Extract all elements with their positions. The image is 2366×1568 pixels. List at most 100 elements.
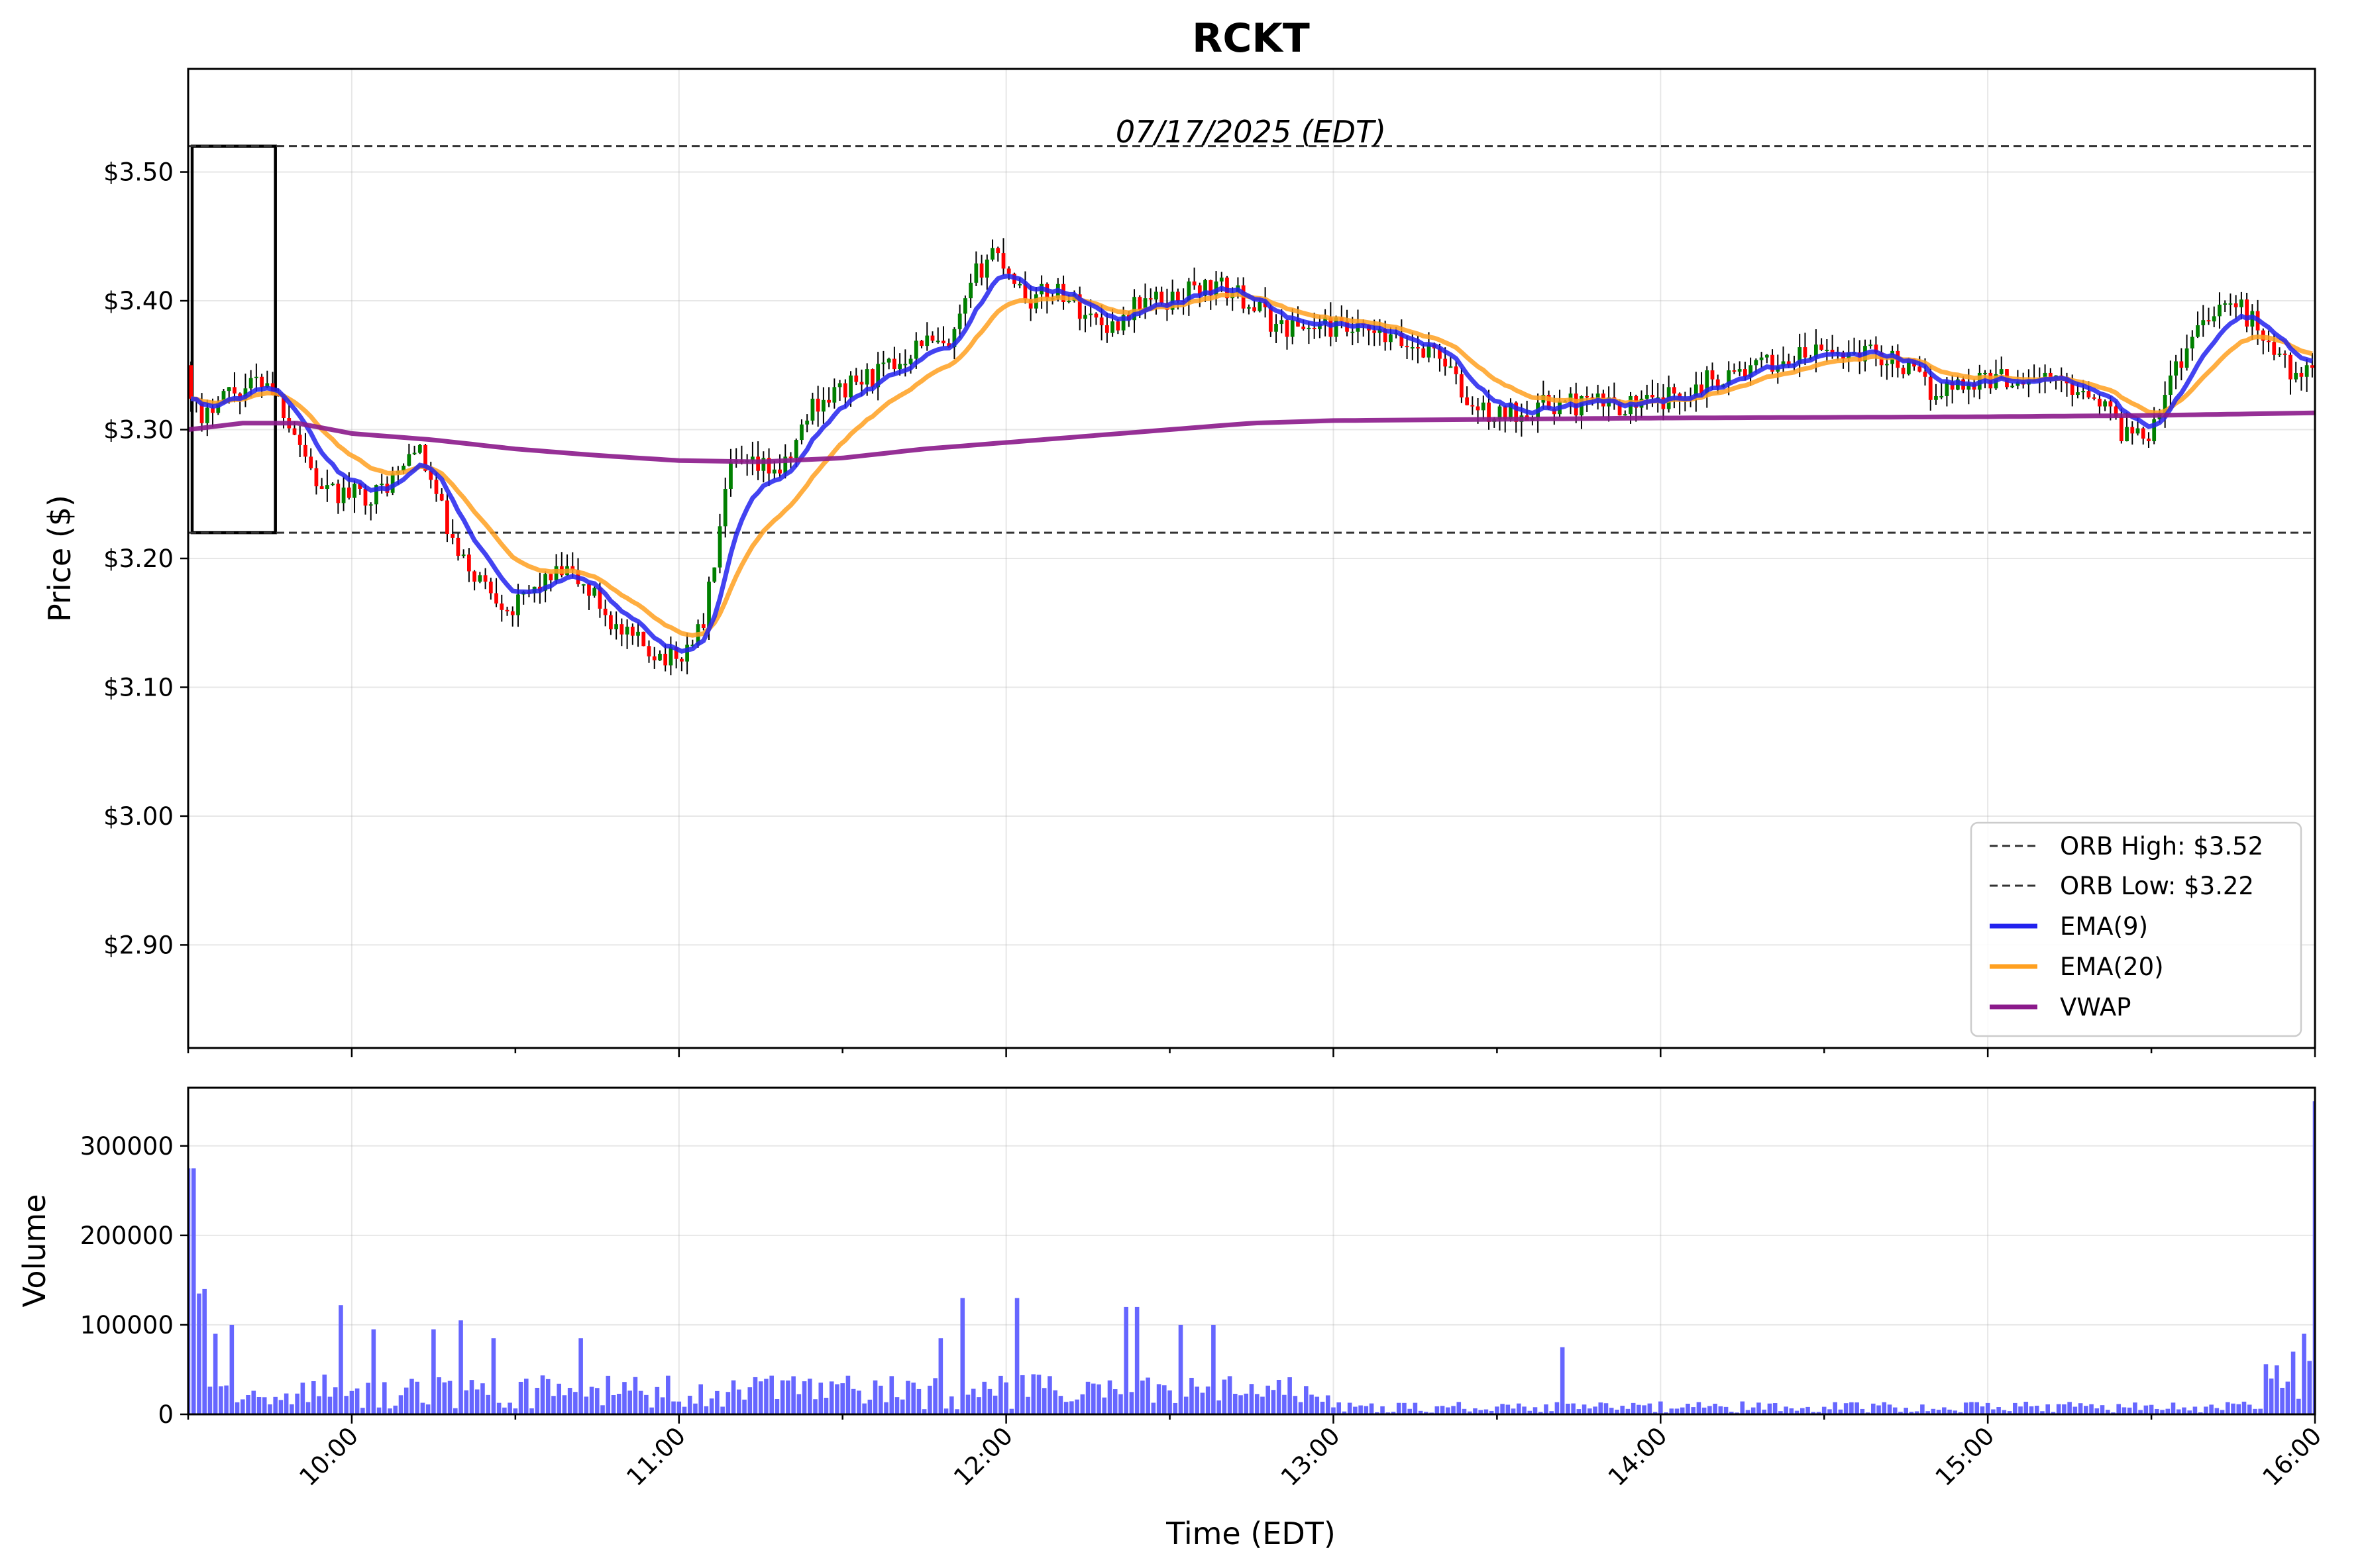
candle-body (1410, 347, 1415, 349)
volume-bar (540, 1375, 545, 1414)
volume-bar (1124, 1306, 1128, 1414)
candle-body (1274, 324, 1278, 332)
volume-ytick-label: 100000 (80, 1311, 174, 1339)
volume-bar (928, 1385, 932, 1414)
price-x-ticks (187, 1048, 2316, 1057)
volume-bar (2192, 1406, 2198, 1414)
volume-bar (2204, 1406, 2208, 1414)
candle-body (1470, 405, 1475, 407)
candles (189, 238, 2314, 676)
volume-bar (1674, 1408, 1680, 1414)
volume-bar (998, 1375, 1003, 1414)
candle-body (2245, 299, 2249, 327)
candle-body (871, 369, 875, 388)
candle-body (2081, 391, 2086, 393)
volume-bar (1020, 1375, 1025, 1414)
volume-bar (1582, 1404, 1587, 1414)
candle-body (1928, 376, 1933, 400)
candle-body (292, 428, 297, 435)
volume-bar (1402, 1402, 1407, 1414)
candle-body (543, 574, 547, 591)
candle-body (1595, 393, 1600, 399)
candle-body (1307, 327, 1311, 329)
candle-body (260, 376, 264, 388)
volume-bar (339, 1305, 343, 1414)
volume-bar (327, 1396, 333, 1414)
candle-body (718, 526, 722, 568)
candle-body (1448, 366, 1453, 368)
volume-bar (987, 1388, 993, 1414)
candle-body (1350, 331, 1355, 333)
candle-body (908, 358, 913, 364)
volume-bar (1566, 1403, 1570, 1414)
candle-body (936, 340, 940, 342)
candle-body (581, 584, 586, 586)
volume-bar (486, 1394, 490, 1414)
candle-body (1187, 281, 1191, 302)
volume-bar (1718, 1406, 1723, 1414)
volume-bar (1691, 1407, 1695, 1414)
volume-bar (1265, 1385, 1270, 1414)
volume-bar (1478, 1410, 1483, 1414)
volume-bar (1696, 1402, 1701, 1414)
volume-bar (993, 1395, 998, 1414)
candle-body (1983, 372, 1987, 374)
candle-body (1939, 395, 1944, 397)
candle-body (685, 645, 689, 662)
candle-body (783, 456, 788, 474)
xlabel: Time (EDT) (1165, 1516, 1336, 1551)
volume-bar (687, 1395, 692, 1414)
volume-bar (2116, 1404, 2121, 1414)
candle-body (2201, 320, 2206, 326)
candle-body (1006, 268, 1011, 274)
volume-bar (1183, 1396, 1189, 1414)
volume-bar (1963, 1402, 1968, 1414)
volume-bar (2307, 1361, 2312, 1414)
volume-x-ticks: 10:00 11:00 12:00 13:00 14:00 15:00 16:00 (187, 1414, 2327, 1492)
candle-body (494, 593, 498, 604)
candle-body (1377, 329, 1382, 333)
volume-bar (1729, 1412, 1734, 1414)
volume-bar (851, 1388, 856, 1414)
volume-bar (791, 1376, 796, 1414)
candle-body (663, 653, 668, 666)
volume-bar (698, 1384, 703, 1414)
candle-body (423, 444, 427, 471)
volume-bar (2094, 1408, 2100, 1414)
volume-bar (1658, 1401, 1663, 1414)
volume-bar (1936, 1410, 1941, 1414)
volume-bar (1904, 1408, 1908, 1414)
candle-body (788, 456, 793, 458)
candle-body (1715, 379, 1720, 388)
candle-body (1710, 370, 1715, 380)
volume-bar (1483, 1409, 1489, 1414)
candle-body (1934, 395, 1938, 400)
volume-bar (1167, 1390, 1172, 1414)
candle-body (843, 383, 847, 397)
volume-bar (1898, 1412, 1903, 1414)
volume-bar (403, 1387, 409, 1414)
volume-bar (2312, 1101, 2315, 1414)
volume-bar (2176, 1409, 2181, 1414)
candle-body (1798, 347, 1802, 364)
volume-bar (1026, 1396, 1030, 1414)
volume-bar (518, 1381, 523, 1414)
volume-bar (2302, 1333, 2306, 1414)
volume-bar (758, 1381, 763, 1414)
volume-bar (1462, 1408, 1467, 1414)
volume-bar (278, 1400, 284, 1414)
volume-bar (1075, 1399, 1079, 1414)
candle-body (822, 399, 826, 412)
volume-bar (567, 1388, 572, 1414)
candle-body (1759, 357, 1764, 360)
candle-body (630, 627, 635, 636)
volume-bar (867, 1399, 873, 1414)
volume-bar (1375, 1412, 1379, 1414)
vwap-line (188, 410, 2316, 464)
volume-bar (2051, 1412, 2056, 1414)
xtick-label: 15:00 (1930, 1422, 2000, 1492)
volume-bar (1974, 1402, 1979, 1414)
price-ytick-label: $3.10 (103, 673, 174, 702)
candle-body (2076, 392, 2080, 395)
candle-body (1585, 395, 1589, 397)
